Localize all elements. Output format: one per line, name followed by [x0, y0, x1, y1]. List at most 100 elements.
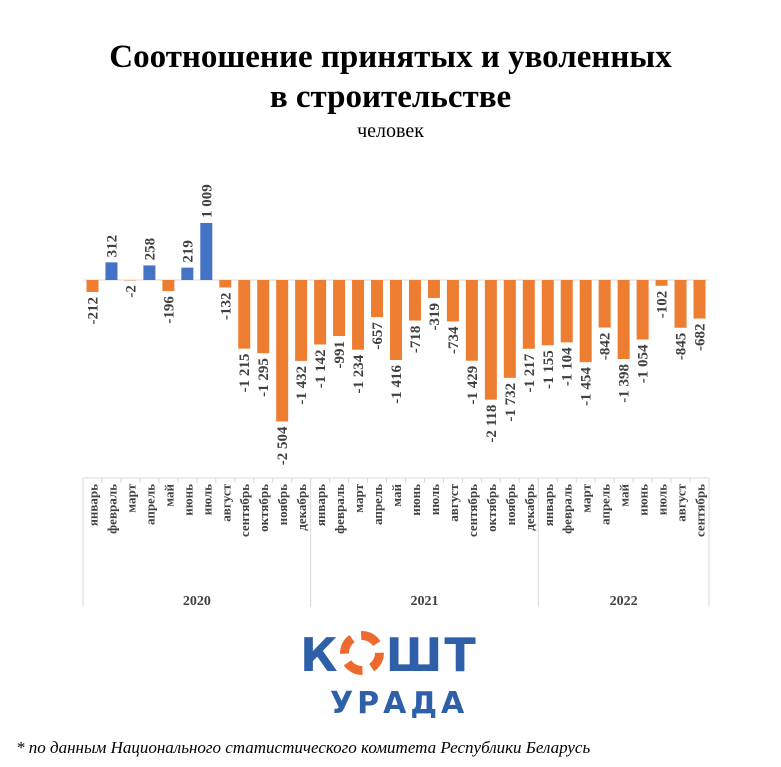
bar [105, 262, 118, 280]
month-tick-label: октябрь [256, 484, 271, 532]
month-tick-label: сентябрь [693, 484, 708, 537]
chart-title-line-1: Соотношение принятых и уволенных [109, 39, 672, 75]
footnote: * по данным Национального статистическог… [16, 738, 591, 757]
data-label: -2 504 [275, 426, 291, 465]
month-tick-label: март [351, 483, 366, 512]
data-label: -1 155 [541, 350, 557, 389]
bar [655, 280, 668, 286]
month-tick-label: ноябрь [275, 484, 290, 526]
bar [352, 280, 365, 350]
month-tick-label: июнь [180, 484, 195, 516]
bar [560, 280, 573, 343]
bar [598, 280, 611, 328]
bar [446, 280, 459, 322]
data-label: -2 [123, 285, 139, 298]
year-label: 2020 [183, 594, 211, 609]
month-tick-label: апрель [142, 484, 157, 525]
data-label: -682 [693, 324, 709, 352]
data-label: -196 [161, 296, 177, 324]
bar [200, 222, 213, 280]
bar [295, 280, 308, 361]
bar [181, 267, 194, 280]
data-label: -1 217 [522, 353, 538, 392]
month-tick-label: август [446, 483, 461, 521]
data-label: -1 416 [389, 365, 405, 404]
data-label: -1 142 [313, 350, 329, 389]
bar [427, 280, 440, 299]
data-label: 258 [142, 238, 158, 261]
month-tick-label: декабрь [522, 484, 537, 531]
bar [238, 280, 251, 349]
year-label: 2021 [410, 594, 438, 609]
bar [333, 280, 346, 336]
month-tick-label: февраль [560, 484, 575, 534]
bar [371, 280, 384, 318]
data-label: -991 [332, 341, 348, 369]
data-label: 312 [104, 235, 120, 258]
data-label: -734 [446, 326, 462, 354]
month-tick-label: февраль [104, 484, 119, 534]
data-label: -1 054 [636, 344, 652, 383]
bar [579, 280, 592, 363]
month-tick-label: июль [427, 484, 442, 515]
bar [617, 280, 630, 359]
month-tick-label: октябрь [484, 484, 499, 532]
chart-subtitle: человек [357, 120, 424, 142]
data-label: -1 234 [351, 354, 367, 393]
month-tick-label: май [389, 483, 404, 506]
data-label: -1 429 [465, 366, 481, 405]
bar [693, 280, 706, 319]
bar [314, 280, 327, 345]
data-label: -1 398 [617, 364, 633, 403]
orange-logo-icon [339, 631, 384, 675]
month-tick-label: март [123, 483, 138, 512]
month-tick-label: сентябрь [465, 484, 480, 537]
logo-subtitle: УРАДА [330, 686, 469, 721]
data-label: 1 009 [199, 184, 215, 218]
month-tick-label: апрель [598, 484, 613, 525]
bar [276, 280, 289, 422]
bar [390, 280, 402, 361]
bar [162, 280, 175, 292]
month-tick-label: июнь [636, 484, 651, 516]
bar [143, 265, 156, 280]
bar [674, 280, 687, 328]
data-label: -842 [598, 333, 614, 361]
data-label: -1 215 [237, 354, 253, 393]
logo: К ШТ [300, 628, 478, 682]
month-tick-label: сентябрь [237, 484, 252, 537]
data-label: -1 104 [560, 347, 576, 386]
month-tick-label: июль [655, 484, 670, 515]
data-label: -212 [85, 297, 101, 325]
month-tick-label: ноябрь [503, 484, 518, 526]
bar [541, 280, 554, 346]
data-label: -845 [674, 333, 690, 361]
month-tick-label: декабрь [294, 484, 309, 531]
month-tick-label: май [161, 483, 176, 506]
month-tick-label: июль [199, 484, 214, 515]
bar [522, 280, 535, 349]
month-tick-label: январь [313, 484, 328, 526]
data-label: -102 [655, 291, 671, 319]
bar [636, 280, 649, 340]
data-label: -132 [218, 292, 234, 320]
month-tick-label: май [617, 483, 632, 506]
bar [219, 280, 232, 288]
bar [257, 280, 270, 354]
data-label: 219 [180, 240, 196, 263]
month-tick-label: февраль [332, 484, 347, 534]
data-label: -2 118 [484, 405, 500, 443]
bar [484, 280, 497, 400]
data-label: -657 [370, 322, 386, 350]
data-label: -1 295 [256, 358, 272, 397]
month-tick-label: август [218, 483, 233, 521]
year-label: 2022 [610, 594, 638, 609]
data-label: -1 432 [294, 366, 310, 405]
month-tick-label: март [579, 483, 594, 512]
data-label: -718 [408, 326, 424, 354]
data-label: -1 454 [579, 367, 595, 406]
bar [503, 280, 516, 378]
month-tick-label: январь [541, 484, 556, 526]
